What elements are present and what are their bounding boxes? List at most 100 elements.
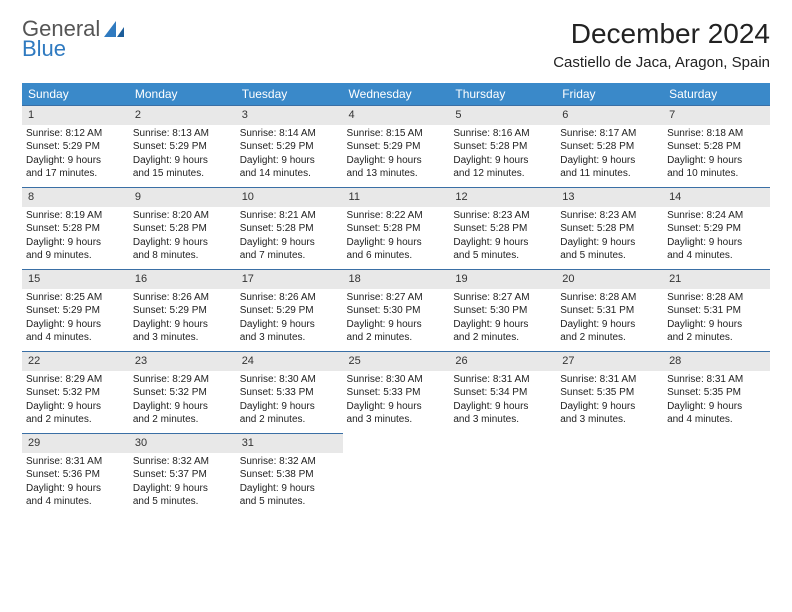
dl1-text: Daylight: 9 hours bbox=[133, 154, 232, 168]
dl1-text: Daylight: 9 hours bbox=[133, 400, 232, 414]
sunrise-text: Sunrise: 8:23 AM bbox=[560, 209, 659, 223]
dl1-text: Daylight: 9 hours bbox=[667, 236, 766, 250]
dl1-text: Daylight: 9 hours bbox=[453, 400, 552, 414]
sunset-text: Sunset: 5:29 PM bbox=[26, 140, 125, 154]
sunrise-text: Sunrise: 8:25 AM bbox=[26, 291, 125, 305]
dl2-text: and 3 minutes. bbox=[133, 331, 232, 345]
dl1-text: Daylight: 9 hours bbox=[347, 236, 446, 250]
day-number: 26 bbox=[449, 352, 556, 371]
dl1-text: Daylight: 9 hours bbox=[240, 482, 339, 496]
logo-text-blue: Blue bbox=[22, 38, 124, 60]
day-number: 31 bbox=[236, 434, 343, 453]
calendar-cell bbox=[343, 433, 450, 515]
calendar-cell: 7Sunrise: 8:18 AMSunset: 5:28 PMDaylight… bbox=[663, 105, 770, 187]
weekday-header: Monday bbox=[129, 83, 236, 105]
dl2-text: and 11 minutes. bbox=[560, 167, 659, 181]
sunrise-text: Sunrise: 8:14 AM bbox=[240, 127, 339, 141]
dl1-text: Daylight: 9 hours bbox=[26, 154, 125, 168]
sunset-text: Sunset: 5:28 PM bbox=[560, 222, 659, 236]
weekday-header: Thursday bbox=[449, 83, 556, 105]
sunrise-text: Sunrise: 8:26 AM bbox=[133, 291, 232, 305]
calendar-cell: 20Sunrise: 8:28 AMSunset: 5:31 PMDayligh… bbox=[556, 269, 663, 351]
dl2-text: and 15 minutes. bbox=[133, 167, 232, 181]
weekday-header: Tuesday bbox=[236, 83, 343, 105]
calendar-cell: 4Sunrise: 8:15 AMSunset: 5:29 PMDaylight… bbox=[343, 105, 450, 187]
sunrise-text: Sunrise: 8:31 AM bbox=[667, 373, 766, 387]
calendar-cell: 9Sunrise: 8:20 AMSunset: 5:28 PMDaylight… bbox=[129, 187, 236, 269]
dl2-text: and 2 minutes. bbox=[133, 413, 232, 427]
day-number: 16 bbox=[129, 270, 236, 289]
sunset-text: Sunset: 5:34 PM bbox=[453, 386, 552, 400]
day-number: 12 bbox=[449, 188, 556, 207]
weekday-header: Wednesday bbox=[343, 83, 450, 105]
dl1-text: Daylight: 9 hours bbox=[240, 400, 339, 414]
day-number: 20 bbox=[556, 270, 663, 289]
calendar-body: 1Sunrise: 8:12 AMSunset: 5:29 PMDaylight… bbox=[22, 105, 770, 515]
day-number: 19 bbox=[449, 270, 556, 289]
sunset-text: Sunset: 5:32 PM bbox=[133, 386, 232, 400]
dl2-text: and 5 minutes. bbox=[240, 495, 339, 509]
dl2-text: and 4 minutes. bbox=[667, 249, 766, 263]
sunset-text: Sunset: 5:29 PM bbox=[133, 304, 232, 318]
calendar-cell: 5Sunrise: 8:16 AMSunset: 5:28 PMDaylight… bbox=[449, 105, 556, 187]
sunrise-text: Sunrise: 8:13 AM bbox=[133, 127, 232, 141]
sunrise-text: Sunrise: 8:29 AM bbox=[26, 373, 125, 387]
sunset-text: Sunset: 5:31 PM bbox=[560, 304, 659, 318]
day-number: 4 bbox=[343, 106, 450, 125]
sunrise-text: Sunrise: 8:27 AM bbox=[453, 291, 552, 305]
dl1-text: Daylight: 9 hours bbox=[453, 236, 552, 250]
dl1-text: Daylight: 9 hours bbox=[133, 318, 232, 332]
weekday-header: Saturday bbox=[663, 83, 770, 105]
calendar-cell bbox=[663, 433, 770, 515]
day-number: 10 bbox=[236, 188, 343, 207]
day-number: 5 bbox=[449, 106, 556, 125]
day-number: 15 bbox=[22, 270, 129, 289]
dl2-text: and 2 minutes. bbox=[240, 413, 339, 427]
dl2-text: and 12 minutes. bbox=[453, 167, 552, 181]
month-title: December 2024 bbox=[553, 18, 770, 50]
weekday-header: Friday bbox=[556, 83, 663, 105]
calendar-cell: 26Sunrise: 8:31 AMSunset: 5:34 PMDayligh… bbox=[449, 351, 556, 433]
sunrise-text: Sunrise: 8:17 AM bbox=[560, 127, 659, 141]
sunset-text: Sunset: 5:28 PM bbox=[453, 140, 552, 154]
day-number: 28 bbox=[663, 352, 770, 371]
dl1-text: Daylight: 9 hours bbox=[133, 482, 232, 496]
sunset-text: Sunset: 5:29 PM bbox=[667, 222, 766, 236]
day-number: 14 bbox=[663, 188, 770, 207]
day-number: 24 bbox=[236, 352, 343, 371]
dl2-text: and 3 minutes. bbox=[240, 331, 339, 345]
calendar-cell: 19Sunrise: 8:27 AMSunset: 5:30 PMDayligh… bbox=[449, 269, 556, 351]
day-number: 2 bbox=[129, 106, 236, 125]
day-number: 13 bbox=[556, 188, 663, 207]
sunrise-text: Sunrise: 8:29 AM bbox=[133, 373, 232, 387]
dl2-text: and 2 minutes. bbox=[667, 331, 766, 345]
dl1-text: Daylight: 9 hours bbox=[26, 318, 125, 332]
calendar-cell: 23Sunrise: 8:29 AMSunset: 5:32 PMDayligh… bbox=[129, 351, 236, 433]
sunset-text: Sunset: 5:35 PM bbox=[667, 386, 766, 400]
sunset-text: Sunset: 5:33 PM bbox=[240, 386, 339, 400]
sunset-text: Sunset: 5:28 PM bbox=[560, 140, 659, 154]
dl1-text: Daylight: 9 hours bbox=[240, 236, 339, 250]
sunrise-text: Sunrise: 8:16 AM bbox=[453, 127, 552, 141]
sunset-text: Sunset: 5:28 PM bbox=[133, 222, 232, 236]
sunrise-text: Sunrise: 8:15 AM bbox=[347, 127, 446, 141]
dl2-text: and 5 minutes. bbox=[133, 495, 232, 509]
sunset-text: Sunset: 5:28 PM bbox=[453, 222, 552, 236]
day-number: 17 bbox=[236, 270, 343, 289]
dl1-text: Daylight: 9 hours bbox=[347, 154, 446, 168]
dl1-text: Daylight: 9 hours bbox=[667, 318, 766, 332]
dl1-text: Daylight: 9 hours bbox=[133, 236, 232, 250]
dl1-text: Daylight: 9 hours bbox=[26, 236, 125, 250]
day-number: 18 bbox=[343, 270, 450, 289]
dl2-text: and 3 minutes. bbox=[347, 413, 446, 427]
calendar-cell: 27Sunrise: 8:31 AMSunset: 5:35 PMDayligh… bbox=[556, 351, 663, 433]
dl1-text: Daylight: 9 hours bbox=[667, 154, 766, 168]
sunset-text: Sunset: 5:36 PM bbox=[26, 468, 125, 482]
calendar-week: 29Sunrise: 8:31 AMSunset: 5:36 PMDayligh… bbox=[22, 433, 770, 515]
calendar-week: 22Sunrise: 8:29 AMSunset: 5:32 PMDayligh… bbox=[22, 351, 770, 433]
dl2-text: and 4 minutes. bbox=[667, 413, 766, 427]
sunrise-text: Sunrise: 8:19 AM bbox=[26, 209, 125, 223]
dl1-text: Daylight: 9 hours bbox=[26, 482, 125, 496]
sunrise-text: Sunrise: 8:21 AM bbox=[240, 209, 339, 223]
calendar-cell bbox=[556, 433, 663, 515]
